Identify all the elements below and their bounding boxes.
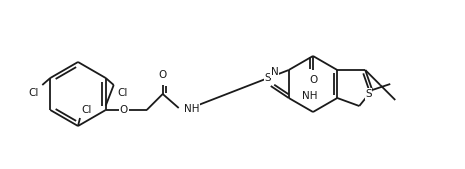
Text: Cl: Cl (81, 105, 92, 115)
Text: O: O (159, 70, 167, 80)
Text: S: S (265, 73, 271, 83)
Text: O: O (309, 75, 317, 85)
Text: O: O (120, 105, 128, 115)
Text: NH: NH (302, 91, 318, 101)
Text: N: N (271, 67, 279, 77)
Text: Cl: Cl (118, 88, 128, 98)
Text: NH: NH (184, 104, 199, 114)
Text: S: S (365, 89, 372, 99)
Text: Cl: Cl (28, 88, 38, 98)
